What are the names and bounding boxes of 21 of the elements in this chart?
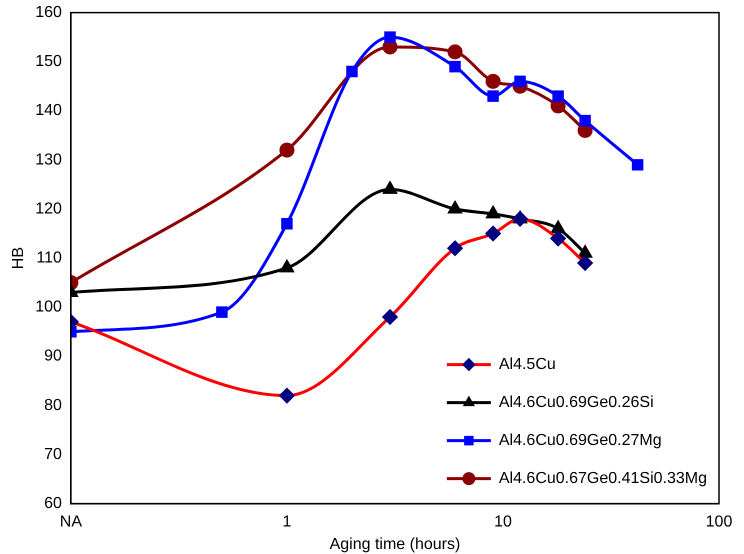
y-tick-label: 100 xyxy=(35,298,62,316)
legend-label: Al4.6Cu0.67Ge0.41Si0.33Mg xyxy=(498,470,707,488)
y-tick-label: 110 xyxy=(36,250,62,267)
y-tick-label: 130 xyxy=(35,151,62,168)
x-tick-label: 10 xyxy=(494,514,512,531)
y-tick-label: 80 xyxy=(44,396,62,414)
y-tick-label: 140 xyxy=(35,102,62,120)
x-tick-label: 1 xyxy=(282,514,292,531)
legend-label: Al4.6Cu0.69Ge0.26Si xyxy=(498,394,654,412)
y-axis-title: HB xyxy=(10,246,28,270)
y-tick-label: 70 xyxy=(44,446,62,463)
x-tick-label: NA xyxy=(60,514,82,531)
x-tick-label: 100 xyxy=(706,514,732,531)
legend-label: Al4.5Cu xyxy=(498,356,556,374)
y-tick-label: 60 xyxy=(44,495,62,512)
y-tick-label: 150 xyxy=(35,53,62,70)
legend-label: Al4.6Cu0.69Ge0.27Mg xyxy=(498,432,662,450)
y-tick-label: 120 xyxy=(35,200,62,218)
y-tick-label: 90 xyxy=(44,348,62,365)
x-axis-title: Aging time (hours) xyxy=(330,536,460,553)
y-tick-label: 160 xyxy=(35,4,62,22)
